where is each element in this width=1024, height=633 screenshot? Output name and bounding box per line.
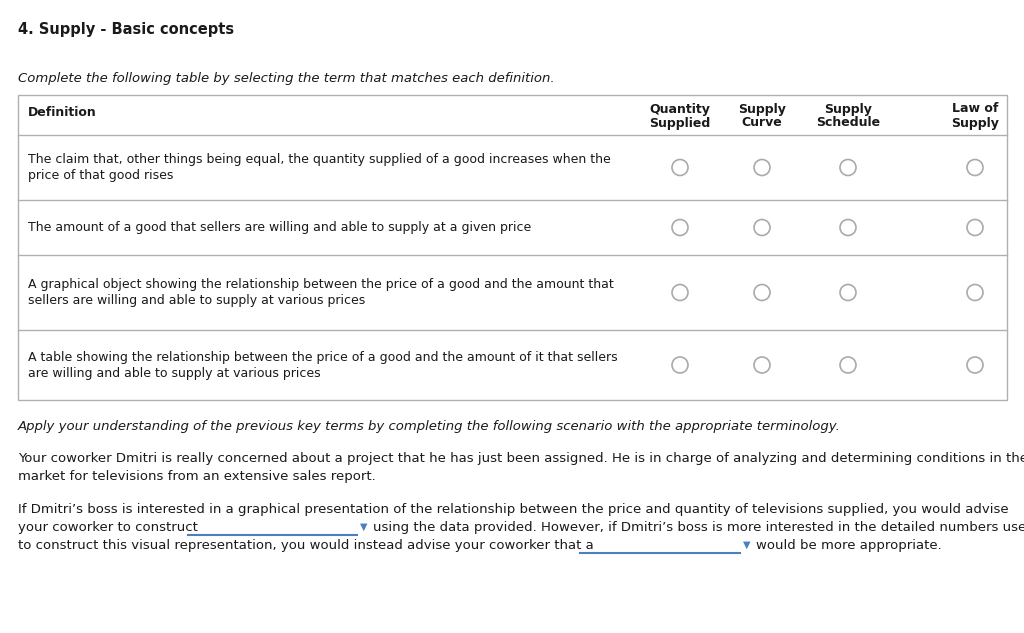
- Circle shape: [754, 220, 770, 235]
- Circle shape: [967, 284, 983, 301]
- Text: ▼: ▼: [743, 540, 751, 550]
- Text: The claim that, other things being equal, the quantity supplied of a good increa: The claim that, other things being equal…: [28, 153, 610, 166]
- Circle shape: [754, 357, 770, 373]
- Text: Definition: Definition: [28, 106, 96, 120]
- Text: Supply: Supply: [738, 103, 786, 115]
- Circle shape: [672, 220, 688, 235]
- Text: Law of: Law of: [952, 103, 998, 115]
- Text: A graphical object showing the relationship between the price of a good and the : A graphical object showing the relations…: [28, 278, 613, 291]
- Text: Schedule: Schedule: [816, 116, 880, 130]
- Circle shape: [840, 284, 856, 301]
- Circle shape: [754, 284, 770, 301]
- Text: market for televisions from an extensive sales report.: market for televisions from an extensive…: [18, 470, 376, 483]
- Text: Supply: Supply: [951, 116, 999, 130]
- Text: If Dmitri’s boss is interested in a graphical presentation of the relationship b: If Dmitri’s boss is interested in a grap…: [18, 503, 1009, 516]
- Circle shape: [672, 357, 688, 373]
- Text: to construct this visual representation, you would instead advise your coworker : to construct this visual representation,…: [18, 539, 594, 552]
- Text: are willing and able to supply at various prices: are willing and able to supply at variou…: [28, 367, 321, 380]
- Text: Supplied: Supplied: [649, 116, 711, 130]
- Text: 4. Supply - Basic concepts: 4. Supply - Basic concepts: [18, 22, 234, 37]
- Text: sellers are willing and able to supply at various prices: sellers are willing and able to supply a…: [28, 294, 366, 307]
- Circle shape: [672, 284, 688, 301]
- Text: price of that good rises: price of that good rises: [28, 169, 173, 182]
- Text: Apply your understanding of the previous key terms by completing the following s: Apply your understanding of the previous…: [18, 420, 841, 433]
- Circle shape: [967, 220, 983, 235]
- Text: Supply: Supply: [824, 103, 872, 115]
- Circle shape: [967, 160, 983, 175]
- Circle shape: [672, 160, 688, 175]
- Text: Quantity: Quantity: [649, 103, 711, 115]
- Text: your coworker to construct: your coworker to construct: [18, 521, 198, 534]
- Circle shape: [840, 160, 856, 175]
- Circle shape: [967, 357, 983, 373]
- Circle shape: [840, 220, 856, 235]
- Text: ▼: ▼: [360, 522, 368, 532]
- Circle shape: [754, 160, 770, 175]
- Text: Your coworker Dmitri is really concerned about a project that he has just been a: Your coworker Dmitri is really concerned…: [18, 452, 1024, 465]
- Text: using the data provided. However, if Dmitri’s boss is more interested in the det: using the data provided. However, if Dmi…: [373, 521, 1024, 534]
- Bar: [18, 95, 1007, 400]
- Text: would be more appropriate.: would be more appropriate.: [756, 539, 942, 552]
- Text: A table showing the relationship between the price of a good and the amount of i: A table showing the relationship between…: [28, 351, 617, 363]
- Circle shape: [840, 357, 856, 373]
- Text: Complete the following table by selecting the term that matches each definition.: Complete the following table by selectin…: [18, 72, 555, 85]
- Text: Curve: Curve: [741, 116, 782, 130]
- Text: The amount of a good that sellers are willing and able to supply at a given pric: The amount of a good that sellers are wi…: [28, 221, 531, 234]
